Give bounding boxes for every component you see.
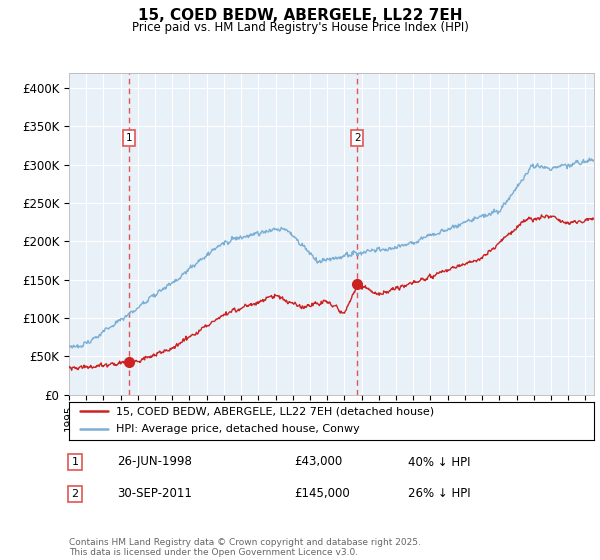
Text: 2: 2 xyxy=(71,489,79,499)
Text: HPI: Average price, detached house, Conwy: HPI: Average price, detached house, Conw… xyxy=(116,424,360,434)
Text: 26% ↓ HPI: 26% ↓ HPI xyxy=(408,487,470,501)
Text: 2: 2 xyxy=(354,133,361,143)
Text: 30-SEP-2011: 30-SEP-2011 xyxy=(117,487,192,501)
Text: 1: 1 xyxy=(126,133,133,143)
Text: £43,000: £43,000 xyxy=(294,455,342,469)
Text: £145,000: £145,000 xyxy=(294,487,350,501)
Text: 1: 1 xyxy=(71,457,79,467)
Text: 26-JUN-1998: 26-JUN-1998 xyxy=(117,455,192,469)
Text: Contains HM Land Registry data © Crown copyright and database right 2025.
This d: Contains HM Land Registry data © Crown c… xyxy=(69,538,421,557)
Text: Price paid vs. HM Land Registry's House Price Index (HPI): Price paid vs. HM Land Registry's House … xyxy=(131,21,469,34)
Text: 40% ↓ HPI: 40% ↓ HPI xyxy=(408,455,470,469)
Text: 15, COED BEDW, ABERGELE, LL22 7EH: 15, COED BEDW, ABERGELE, LL22 7EH xyxy=(138,8,462,24)
Text: 15, COED BEDW, ABERGELE, LL22 7EH (detached house): 15, COED BEDW, ABERGELE, LL22 7EH (detac… xyxy=(116,406,434,416)
